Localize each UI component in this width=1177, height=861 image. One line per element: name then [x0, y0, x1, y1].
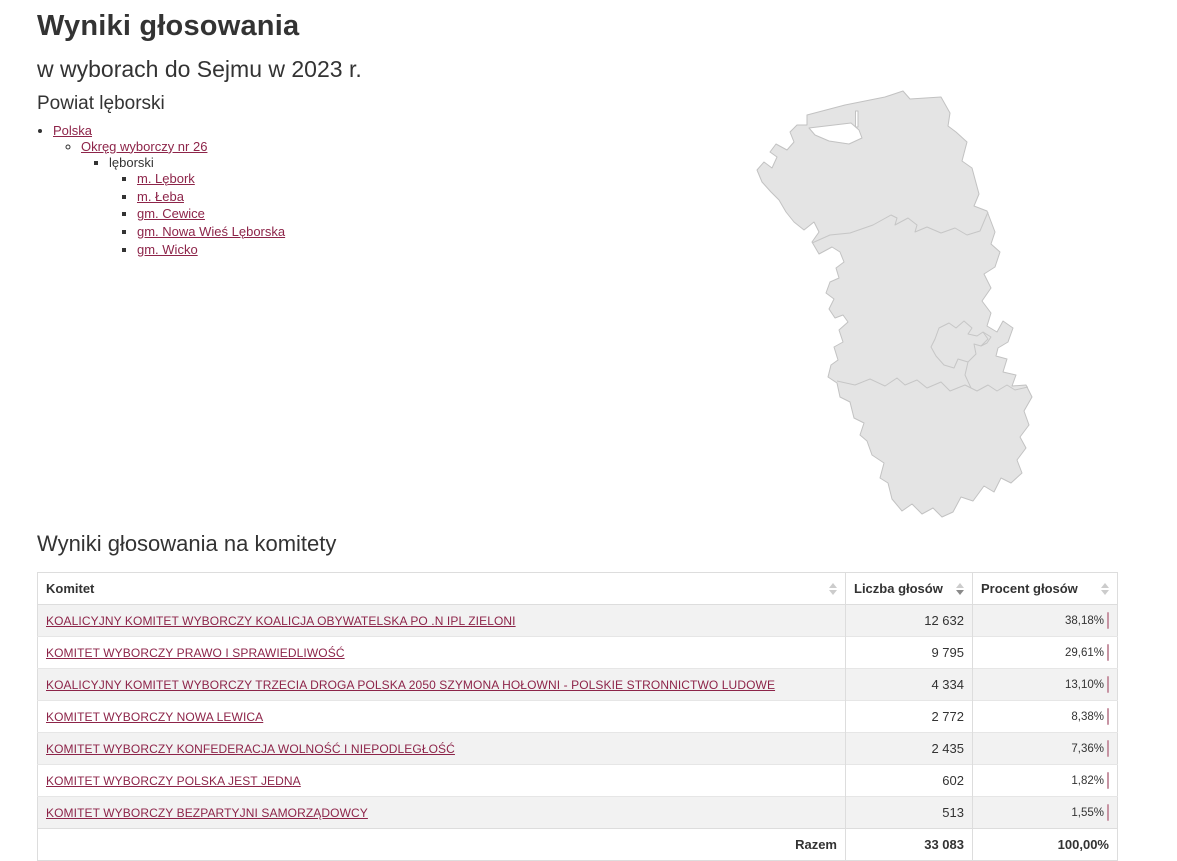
table-row: KOMITET WYBORCZY POLSKA JEST JEDNA 602 1…	[37, 764, 1118, 797]
municipality-item: gm. Wicko	[137, 241, 285, 259]
total-votes: 33 083	[845, 828, 973, 861]
committee-link[interactable]: KOALICYJNY KOMITET WYBORCZY KOALICJA OBY…	[46, 614, 516, 628]
votes-cell: 12 632	[845, 604, 973, 637]
municipality-link[interactable]: m. Lębork	[137, 170, 195, 186]
votes-value: 2 772	[931, 709, 964, 724]
percent-bar: 7,36%	[1071, 740, 1109, 757]
votes-value: 513	[942, 805, 964, 820]
city-enclave-border	[930, 320, 989, 369]
votes-value: 12 632	[924, 613, 964, 628]
municipality-link[interactable]: m. Łeba	[137, 188, 184, 204]
committee-cell: KOMITET WYBORCZY BEZPARTYJNI SAMORZĄDOWC…	[37, 796, 846, 829]
strip-notch	[855, 110, 859, 128]
column-header-percent-label: Procent głosów	[981, 581, 1078, 596]
region-heading: Powiat lęborski	[37, 93, 165, 114]
table-row: KOMITET WYBORCZY PRAWO I SPRAWIEDLIWOŚĆ …	[37, 636, 1118, 669]
page-subtitle: w wyborach do Sejmu w 2023 r.	[37, 56, 362, 82]
committee-link[interactable]: KOMITET WYBORCZY NOWA LEWICA	[46, 710, 264, 724]
column-header-committee-label: Komitet	[46, 581, 95, 596]
committee-link[interactable]: KOMITET WYBORCZY POLSKA JEST JEDNA	[46, 774, 301, 788]
municipality-list: m. Lębork m. Łeba gm. Cewicegm. Nowa Wieś …	[109, 170, 285, 258]
county-map[interactable]	[745, 85, 1075, 535]
district-item: Okręg wyborczy nr 26 lęborski m. Lęborkm…	[81, 138, 285, 262]
county-item: lęborski m. Lębork m. Łeba gm. Cewicegm. N…	[109, 154, 285, 260]
sort-icon[interactable]	[1101, 582, 1109, 595]
county-map-svg	[756, 90, 1033, 518]
municipality-item: m. Łeba	[137, 188, 285, 206]
table-row: KOALICYJNY KOMITET WYBORCZY KOALICJA OBY…	[37, 604, 1118, 637]
county-label: lęborski	[109, 154, 154, 170]
lagoon-shape	[808, 122, 863, 145]
country-link[interactable]: Polska	[53, 122, 93, 138]
committee-link[interactable]: KOALICYJNY KOMITET WYBORCZY TRZECIA DROG…	[46, 678, 776, 692]
percent-cell: 8,38%	[972, 700, 1118, 733]
border-north-middle	[811, 211, 989, 244]
percent-cell: 1,55%	[972, 796, 1118, 829]
municipality-link[interactable]: gm. Nowa Wieś Lęborska	[137, 223, 286, 239]
votes-value: 9 795	[931, 645, 964, 660]
municipality-item: gm. Cewice	[137, 206, 285, 224]
column-header-votes[interactable]: Liczba głosów	[845, 572, 973, 605]
committee-cell: KOALICYJNY KOMITET WYBORCZY TRZECIA DROG…	[37, 668, 846, 701]
table-row: KOMITET WYBORCZY KONFEDERACJA WOLNOŚĆ I …	[37, 732, 1118, 765]
table-row: KOMITET WYBORCZY NOWA LEWICA 2 772 8,38%	[37, 700, 1118, 733]
city-enclave-appendage	[980, 331, 992, 347]
column-header-committee[interactable]: Komitet	[37, 572, 846, 605]
table-header-row: Komitet Liczba głosów Procent głosów	[37, 572, 1118, 605]
page-title: Wyniki głosowania	[37, 10, 300, 42]
sort-icon-desc[interactable]	[956, 582, 964, 595]
table-row: KOALICYJNY KOMITET WYBORCZY TRZECIA DROG…	[37, 668, 1118, 701]
municipality-item: gm. Nowa Wieś Lęborska	[137, 223, 285, 241]
votes-cell: 4 334	[845, 668, 973, 701]
percent-cell: 38,18%	[972, 604, 1118, 637]
county-shape[interactable]	[756, 90, 1033, 518]
table-row: KOMITET WYBORCZY BEZPARTYJNI SAMORZĄDOWC…	[37, 796, 1118, 829]
committee-cell: KOMITET WYBORCZY NOWA LEWICA	[37, 700, 846, 733]
committee-cell: KOMITET WYBORCZY PRAWO I SPRAWIEDLIWOŚĆ	[37, 636, 846, 669]
municipality-link[interactable]: gm. Wicko	[137, 241, 198, 257]
committee-cell: KOALICYJNY KOMITET WYBORCZY KOALICJA OBY…	[37, 604, 846, 637]
committee-cell: KOMITET WYBORCZY POLSKA JEST JEDNA	[37, 764, 846, 797]
votes-value: 4 334	[931, 677, 964, 692]
committee-link[interactable]: KOMITET WYBORCZY BEZPARTYJNI SAMORZĄDOWC…	[46, 806, 368, 820]
sort-icon[interactable]	[829, 582, 837, 595]
border-middle-south	[836, 377, 1029, 392]
votes-cell: 9 795	[845, 636, 973, 669]
votes-value: 2 435	[931, 741, 964, 756]
municipality-item: m. Lębork	[137, 170, 285, 188]
district-link[interactable]: Okręg wyborczy nr 26	[81, 138, 208, 154]
percent-cell: 13,10%	[972, 668, 1118, 701]
votes-cell: 2 772	[845, 700, 973, 733]
percent-bar: 8,38%	[1071, 708, 1109, 725]
committee-cell: KOMITET WYBORCZY KONFEDERACJA WOLNOŚĆ I …	[37, 732, 846, 765]
percent-bar: 1,82%	[1071, 772, 1109, 789]
header-area: Wyniki głosowania w wyborach do Sejmu w …	[0, 0, 1177, 528]
percent-cell: 7,36%	[972, 732, 1118, 765]
total-label: Razem	[37, 828, 846, 861]
votes-cell: 2 435	[845, 732, 973, 765]
municipality-link[interactable]: gm. Cewice	[137, 206, 205, 222]
territorial-tree: Polska Okręg wyborczy nr 26 lęborski m. …	[37, 122, 285, 264]
percent-cell: 1,82%	[972, 764, 1118, 797]
votes-cell: 513	[845, 796, 973, 829]
percent-cell: 29,61%	[972, 636, 1118, 669]
border-enclave-south	[964, 361, 972, 389]
committee-link[interactable]: KOMITET WYBORCZY KONFEDERACJA WOLNOŚĆ I …	[46, 742, 455, 756]
committee-link[interactable]: KOMITET WYBORCZY PRAWO I SPRAWIEDLIWOŚĆ	[46, 646, 345, 660]
total-percent: 100,00%	[972, 828, 1118, 861]
column-header-percent[interactable]: Procent głosów	[972, 572, 1118, 605]
results-table: Komitet Liczba głosów Procent głosów	[37, 572, 1118, 861]
committee-table-body: KOALICYJNY KOMITET WYBORCZY KOALICJA OBY…	[37, 604, 1118, 829]
percent-bar: 1,55%	[1071, 804, 1109, 821]
section-heading: Wyniki głosowania na komitety	[37, 531, 337, 556]
votes-value: 602	[942, 773, 964, 788]
percent-bar: 13,10%	[1065, 676, 1109, 693]
column-header-votes-label: Liczba głosów	[854, 581, 943, 596]
votes-cell: 602	[845, 764, 973, 797]
country-item: Polska Okręg wyborczy nr 26 lęborski m. …	[53, 122, 285, 264]
table-footer-row: Razem 33 083 100,00%	[37, 828, 1118, 861]
percent-bar: 29,61%	[1065, 644, 1109, 661]
percent-bar: 38,18%	[1065, 612, 1109, 629]
